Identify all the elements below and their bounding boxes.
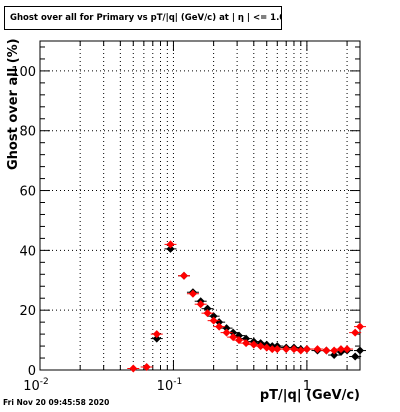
data-point <box>336 345 345 354</box>
y-tick-label: 0 <box>28 364 36 379</box>
chart-title: Ghost over all for Primary vs pT/|q| (Ge… <box>4 6 282 30</box>
data-point <box>330 351 339 360</box>
data-point <box>129 364 138 373</box>
data-point <box>203 304 212 313</box>
y-tick-label: 20 <box>19 304 36 319</box>
data-point <box>222 324 231 333</box>
data-point <box>180 271 189 280</box>
axis-ticks <box>39 41 360 371</box>
data-point <box>313 345 322 354</box>
y-tick-label: 60 <box>19 185 36 200</box>
data-point <box>343 345 352 354</box>
y-tick-label: 80 <box>19 125 36 140</box>
data-point <box>356 346 364 355</box>
data-point <box>289 345 298 354</box>
data-point <box>330 346 339 355</box>
data-point <box>229 328 238 337</box>
data-point <box>166 240 175 249</box>
x-axis-label: pT/|q| (GeV/c) <box>259 388 360 403</box>
data-point <box>203 309 212 318</box>
data-point <box>296 346 305 355</box>
data-point <box>152 334 161 343</box>
data-point <box>282 345 291 354</box>
y-tick-label: 40 <box>19 244 36 259</box>
data-point <box>242 334 251 343</box>
plot-frame <box>39 40 361 371</box>
data-point <box>222 328 231 337</box>
data-point <box>188 289 197 298</box>
x-tick-label: 1 <box>303 379 311 394</box>
data-point <box>215 318 224 327</box>
data-point <box>166 244 175 253</box>
data-point <box>351 352 360 361</box>
data-point <box>209 312 218 321</box>
x-tick-exponent: -2 <box>40 377 49 387</box>
data-point <box>322 346 331 355</box>
tick-labels: 0 20 40 60 80 100 10-2 10-1 1 <box>11 65 311 394</box>
data-point <box>262 343 271 352</box>
data-point <box>356 322 364 331</box>
data-point <box>351 328 360 337</box>
grid-lines <box>39 41 360 370</box>
data-point <box>152 330 161 339</box>
data-point <box>242 339 251 348</box>
y-axis-label: Ghost over all (%) <box>6 38 21 170</box>
data-point <box>249 340 258 349</box>
data-point <box>209 316 218 325</box>
y-tick-label: 100 <box>11 65 36 80</box>
data-point <box>229 333 238 342</box>
x-tick-exponent: -1 <box>173 377 182 387</box>
data-point <box>256 342 265 351</box>
data-point <box>235 331 244 340</box>
data-point <box>142 363 151 372</box>
data-point <box>196 300 205 309</box>
data-point <box>235 336 244 345</box>
data-point <box>215 322 224 331</box>
data-markers <box>127 240 366 373</box>
data-point <box>302 345 311 354</box>
x-tick-label: 10-2 <box>23 377 49 394</box>
data-point <box>273 345 282 354</box>
timestamp: Fri Nov 20 09:45:58 2020 <box>3 398 110 407</box>
x-tick-label: 10-1 <box>157 377 183 394</box>
